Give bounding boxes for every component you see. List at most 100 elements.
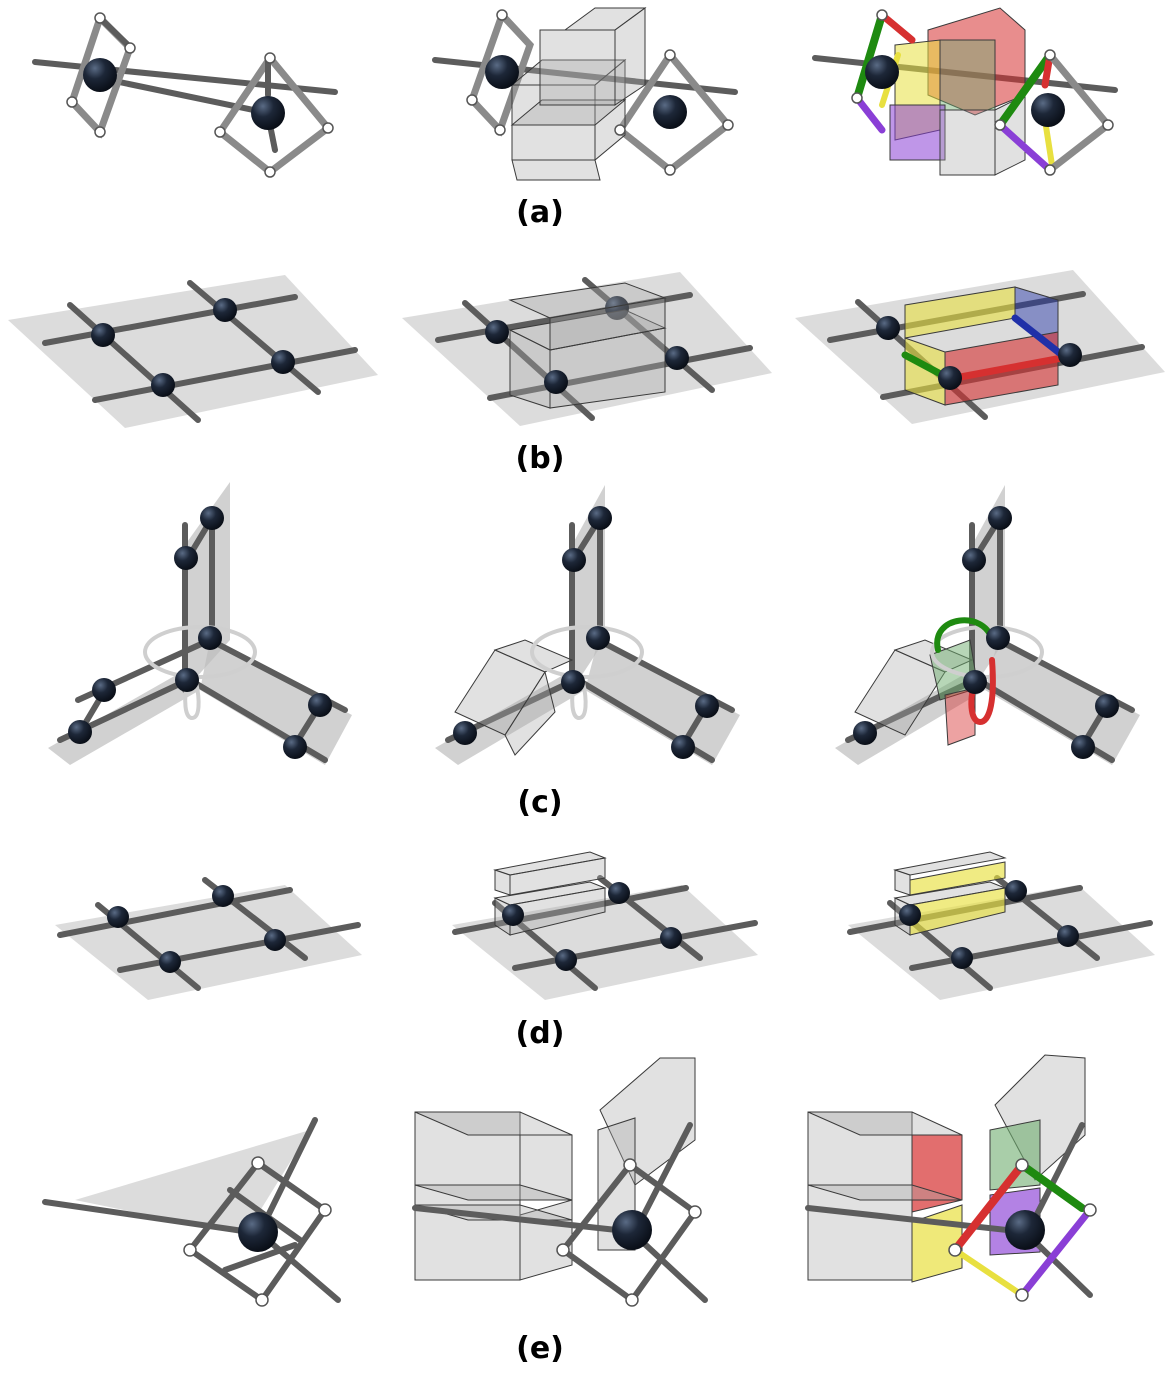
vertex xyxy=(94,126,106,138)
atom xyxy=(175,668,199,692)
atom xyxy=(453,721,477,745)
vertex xyxy=(556,1243,570,1257)
panel-a3 xyxy=(812,7,1118,176)
atom xyxy=(1057,925,1079,947)
loop-red xyxy=(968,657,996,726)
atom xyxy=(308,693,332,717)
row-b: (b) xyxy=(8,270,1165,476)
atom xyxy=(107,906,129,928)
atom xyxy=(1005,880,1027,902)
atom xyxy=(695,694,719,718)
vertex xyxy=(994,119,1006,131)
panel-b1 xyxy=(8,275,378,428)
vertex xyxy=(664,164,676,176)
row-label-c: (c) xyxy=(517,785,562,820)
atom xyxy=(951,947,973,969)
edge-green xyxy=(996,51,1054,129)
panel-d2 xyxy=(452,851,758,1000)
face-green xyxy=(939,39,996,111)
vertex xyxy=(318,1203,332,1217)
vertex xyxy=(1015,1288,1029,1302)
vertex xyxy=(1044,49,1056,61)
atom xyxy=(213,298,237,322)
edge-purple xyxy=(1018,1206,1094,1299)
atom xyxy=(653,95,687,129)
atom xyxy=(612,1210,652,1250)
row-label-a: (a) xyxy=(516,195,564,230)
ring xyxy=(183,678,201,721)
panel-b2 xyxy=(402,272,772,426)
row-e: (e) xyxy=(42,1054,1097,1366)
vertex xyxy=(623,1158,637,1172)
panel-d3 xyxy=(847,851,1155,1000)
atom xyxy=(251,96,285,130)
atom xyxy=(665,346,689,370)
panel-b3 xyxy=(795,270,1165,424)
atom xyxy=(264,929,286,951)
atom xyxy=(1095,694,1119,718)
panel-a2 xyxy=(432,7,738,181)
atom xyxy=(555,949,577,971)
atom xyxy=(608,882,630,904)
ring xyxy=(530,625,644,679)
vertex xyxy=(1102,119,1114,131)
vertex xyxy=(664,49,676,61)
edge-green xyxy=(1018,1161,1086,1212)
atom xyxy=(1005,1210,1045,1250)
vertex xyxy=(1044,164,1056,176)
vertex xyxy=(466,94,478,106)
loop-green xyxy=(934,617,995,653)
atom xyxy=(91,323,115,347)
row-c: (c) xyxy=(48,482,1140,820)
vertex xyxy=(264,166,276,178)
atom xyxy=(588,506,612,530)
atom xyxy=(1058,343,1082,367)
atom xyxy=(660,927,682,949)
atom xyxy=(963,670,987,694)
atom xyxy=(151,373,175,397)
atom xyxy=(68,720,92,744)
row-label-d: (d) xyxy=(516,1016,565,1051)
row-a: (a) xyxy=(32,7,1118,230)
atom xyxy=(212,885,234,907)
atom xyxy=(1031,93,1065,127)
vertex xyxy=(264,52,276,64)
panel-c3 xyxy=(835,485,1140,765)
vertex xyxy=(688,1205,702,1219)
edge-purple xyxy=(853,94,886,134)
atom xyxy=(502,904,524,926)
atom xyxy=(198,626,222,650)
face-yellow xyxy=(909,861,1006,896)
atom xyxy=(283,735,307,759)
panel-e2 xyxy=(412,1057,708,1307)
row-label-b: (b) xyxy=(516,441,565,476)
atom xyxy=(83,58,117,92)
edge-green xyxy=(853,11,886,102)
vertex xyxy=(625,1293,639,1307)
face-purple xyxy=(889,104,946,161)
edge-red xyxy=(878,11,916,44)
vertex xyxy=(876,9,888,21)
atom xyxy=(671,735,695,759)
vertex xyxy=(496,9,508,21)
atom xyxy=(586,626,610,650)
atom xyxy=(605,296,629,320)
atom xyxy=(238,1212,278,1252)
atom xyxy=(988,506,1012,530)
edge-yellow xyxy=(1042,117,1055,168)
row-label-e: (e) xyxy=(516,1331,564,1366)
atom xyxy=(938,366,962,390)
atom xyxy=(92,678,116,702)
atom xyxy=(200,506,224,530)
panel-d1 xyxy=(55,877,362,1000)
edge-blue xyxy=(1011,314,1066,359)
vertex xyxy=(322,122,334,134)
edge-purple xyxy=(996,121,1054,174)
atom xyxy=(159,951,181,973)
panel-e3 xyxy=(805,1054,1097,1302)
atom xyxy=(853,721,877,745)
panel-e1 xyxy=(42,1117,341,1307)
vertex xyxy=(66,96,78,108)
row-d: (d) xyxy=(55,851,1155,1051)
